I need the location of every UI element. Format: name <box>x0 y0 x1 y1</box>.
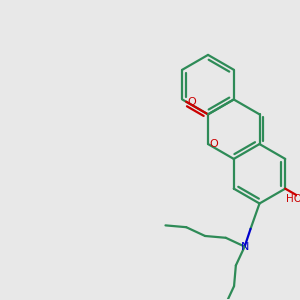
Text: O: O <box>209 139 218 149</box>
Text: HO: HO <box>286 194 300 204</box>
Text: N: N <box>241 242 249 252</box>
Text: O: O <box>188 97 196 107</box>
